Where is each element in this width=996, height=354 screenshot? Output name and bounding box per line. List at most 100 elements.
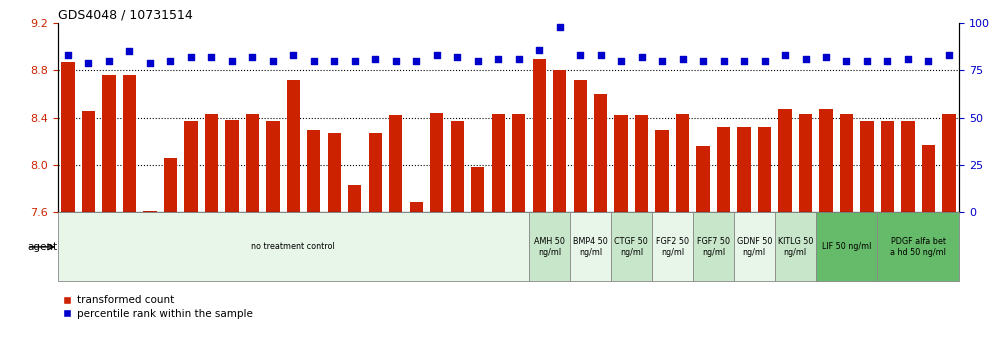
Text: LIF 50 ng/ml: LIF 50 ng/ml xyxy=(822,242,872,251)
Point xyxy=(408,58,424,64)
Point xyxy=(879,58,895,64)
Bar xyxy=(123,75,136,212)
Point xyxy=(224,58,240,64)
Point xyxy=(715,58,731,64)
Bar xyxy=(942,114,955,212)
Point xyxy=(306,58,322,64)
Bar xyxy=(82,110,96,212)
Text: FGF2 50
ng/ml: FGF2 50 ng/ml xyxy=(655,237,689,257)
Point xyxy=(900,56,916,62)
Bar xyxy=(921,145,935,212)
Text: GDNF 50
ng/ml: GDNF 50 ng/ml xyxy=(737,237,772,257)
Bar xyxy=(409,202,423,212)
Text: KITLG 50
ng/ml: KITLG 50 ng/ml xyxy=(778,237,813,257)
Point xyxy=(203,54,219,60)
Bar xyxy=(655,130,668,212)
Bar xyxy=(58,212,529,281)
Bar xyxy=(163,158,177,212)
Bar xyxy=(307,130,321,212)
Bar xyxy=(246,114,259,212)
Point xyxy=(614,58,629,64)
Text: GDS4048 / 10731514: GDS4048 / 10731514 xyxy=(58,9,192,22)
Point xyxy=(265,58,281,64)
Point xyxy=(777,52,793,58)
Point xyxy=(470,58,486,64)
Bar xyxy=(799,114,812,212)
Bar xyxy=(615,115,627,212)
Bar xyxy=(492,114,505,212)
Text: PDGF alfa bet
a hd 50 ng/ml: PDGF alfa bet a hd 50 ng/ml xyxy=(890,237,946,257)
Bar xyxy=(635,115,648,212)
Bar xyxy=(877,212,959,281)
Bar xyxy=(820,109,833,212)
Text: FGF7 50
ng/ml: FGF7 50 ng/ml xyxy=(697,237,730,257)
Point xyxy=(920,58,936,64)
Point xyxy=(101,58,117,64)
Bar xyxy=(369,133,381,212)
Bar xyxy=(184,121,197,212)
Bar xyxy=(717,127,730,212)
Bar xyxy=(287,80,300,212)
Point xyxy=(757,58,773,64)
Bar xyxy=(840,114,854,212)
Bar xyxy=(758,127,771,212)
Text: no treatment control: no treatment control xyxy=(251,242,336,251)
Point xyxy=(511,56,527,62)
Bar xyxy=(737,127,751,212)
Point xyxy=(839,58,855,64)
Bar xyxy=(450,121,464,212)
Point xyxy=(633,54,649,60)
Bar xyxy=(778,109,792,212)
Bar xyxy=(529,212,570,281)
Point xyxy=(162,58,178,64)
Point xyxy=(60,52,76,58)
Bar xyxy=(574,80,587,212)
Bar xyxy=(103,75,116,212)
Bar xyxy=(775,212,816,281)
Point xyxy=(81,60,97,65)
Point xyxy=(449,54,465,60)
Text: AMH 50
ng/ml: AMH 50 ng/ml xyxy=(534,237,565,257)
Bar xyxy=(651,212,693,281)
Text: BMP4 50
ng/ml: BMP4 50 ng/ml xyxy=(573,237,608,257)
Bar xyxy=(430,113,443,212)
Bar xyxy=(594,94,608,212)
Bar xyxy=(693,212,734,281)
Bar xyxy=(901,121,914,212)
Point xyxy=(736,58,752,64)
Point xyxy=(552,24,568,30)
Bar xyxy=(266,121,280,212)
Point xyxy=(859,58,874,64)
Point xyxy=(286,52,302,58)
Bar xyxy=(696,146,710,212)
Bar xyxy=(328,133,341,212)
Bar xyxy=(205,114,218,212)
Bar xyxy=(533,58,546,212)
Point xyxy=(327,58,343,64)
Bar xyxy=(512,114,525,212)
Bar xyxy=(676,114,689,212)
Bar xyxy=(349,185,362,212)
Bar xyxy=(389,115,402,212)
Point xyxy=(531,47,547,52)
Point xyxy=(593,52,609,58)
Bar xyxy=(816,212,877,281)
Legend: transformed count, percentile rank within the sample: transformed count, percentile rank withi… xyxy=(63,296,252,319)
Bar xyxy=(553,70,567,212)
Point xyxy=(429,52,445,58)
Bar xyxy=(225,120,239,212)
Point xyxy=(674,56,690,62)
Point xyxy=(818,54,834,60)
Bar xyxy=(880,121,894,212)
Point xyxy=(387,58,403,64)
Bar xyxy=(570,212,611,281)
Point xyxy=(798,56,814,62)
Text: CTGF 50
ng/ml: CTGF 50 ng/ml xyxy=(615,237,648,257)
Text: agent: agent xyxy=(28,242,58,252)
Bar xyxy=(861,121,873,212)
Point xyxy=(941,52,957,58)
Point xyxy=(695,58,711,64)
Bar xyxy=(611,212,651,281)
Point xyxy=(490,56,506,62)
Point xyxy=(183,54,199,60)
